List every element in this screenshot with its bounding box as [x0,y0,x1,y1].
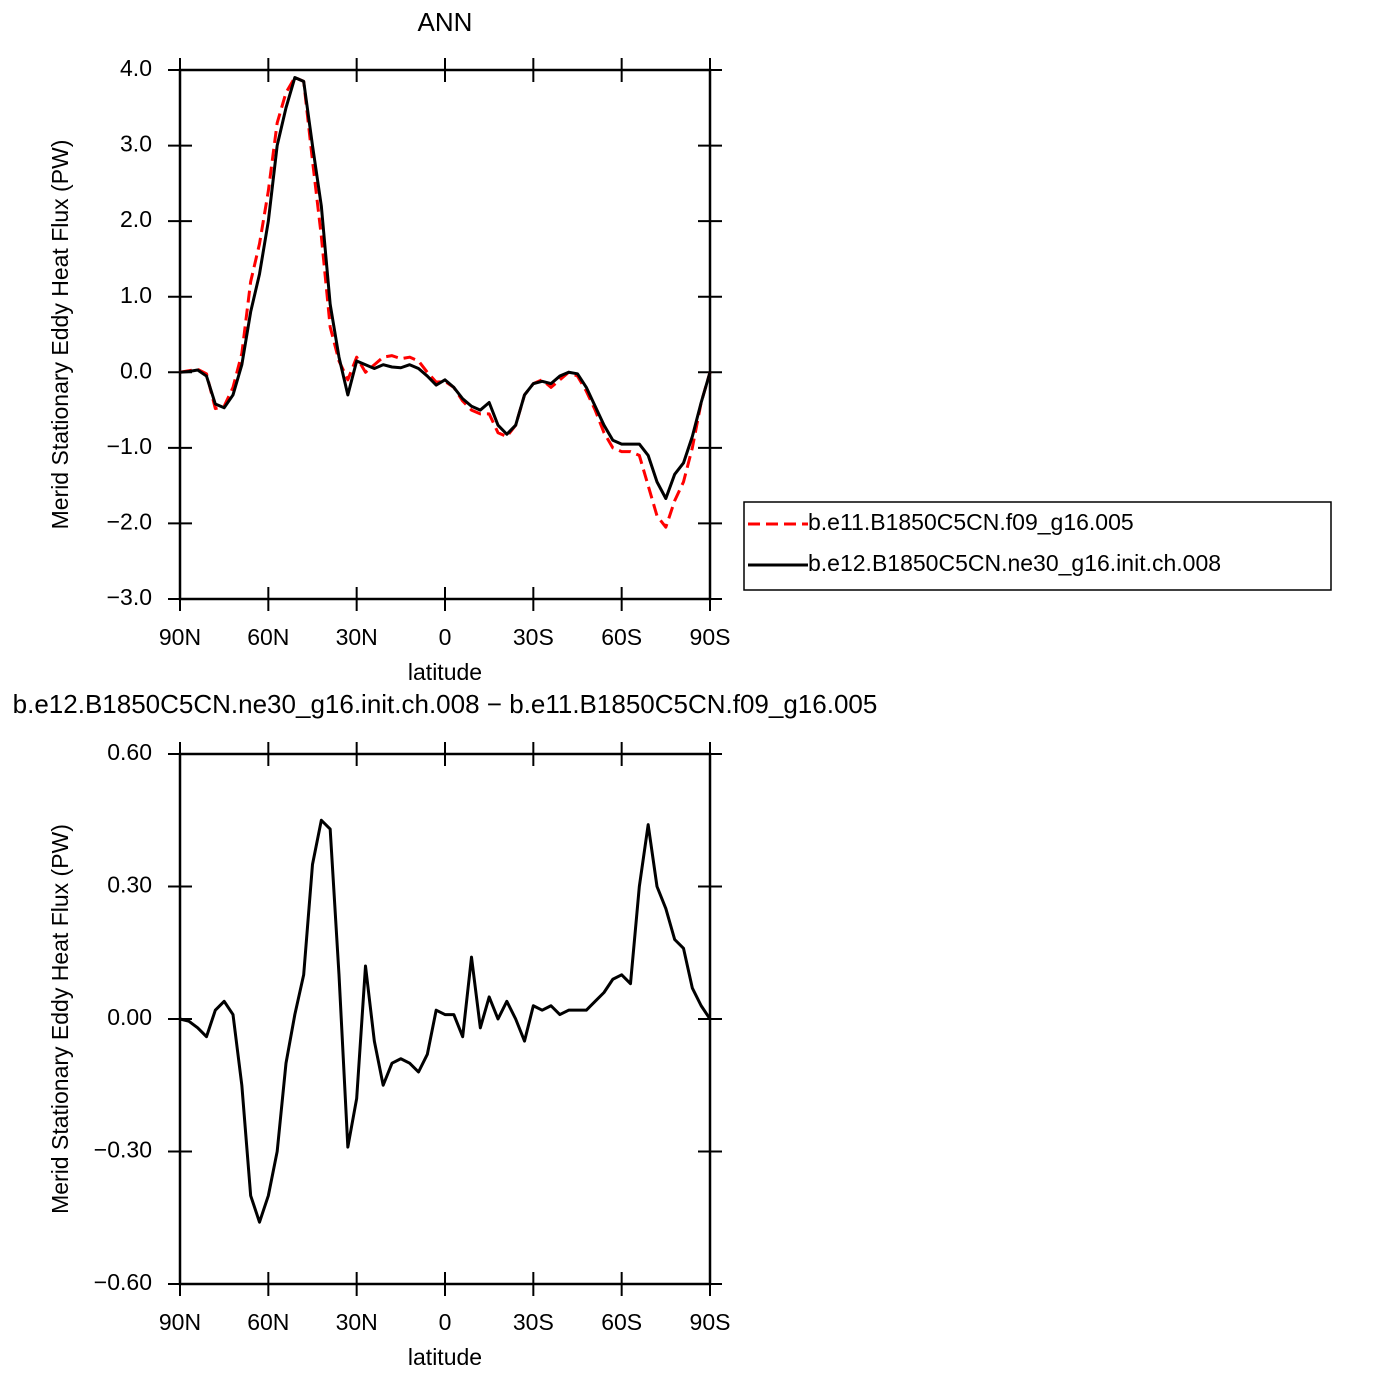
y-tick-label: 3.0 [120,131,152,157]
legend-box [743,501,1332,591]
data-line [179,76,712,529]
x-tick-label: 0 [439,1309,452,1335]
y-tick-label: 0.30 [107,872,152,898]
x-tick-label: 90N [159,1309,201,1335]
x-tick-label: 90N [159,624,201,650]
x-tick-label: 60S [601,1309,642,1335]
x-tick-label: 30S [513,624,554,650]
x-tick-label: 30N [336,1309,378,1335]
y-tick-label: −2.0 [107,509,152,535]
x-tick-label: 90S [690,624,731,650]
data-line [179,818,712,1224]
y-axis-label: Merid Stationary Eddy Heat Flux (PW) [47,824,73,1214]
x-tick-label: 90S [690,1309,731,1335]
x-axis-label: latitude [408,659,482,685]
chart-title: b.e12.B1850C5CN.ne30_g16.init.ch.008 − b… [13,689,878,719]
y-tick-label: 0.00 [107,1004,152,1030]
y-tick-label: −3.0 [107,584,152,610]
data-line [179,76,712,500]
x-tick-label: 60N [247,624,289,650]
y-tick-label: 2.0 [120,206,152,232]
y-tick-label: 1.0 [120,282,152,308]
y-tick-label: 4.0 [120,55,152,81]
plot-frame [178,68,712,601]
x-tick-label: 30N [336,624,378,650]
x-tick-label: 30S [513,1309,554,1335]
plot-frame [178,752,712,1286]
y-tick-label: −1.0 [107,433,152,459]
y-tick-label: −0.60 [94,1269,152,1295]
y-axis-label: Merid Stationary Eddy Heat Flux (PW) [47,140,73,530]
x-axis-label: latitude [408,1344,482,1370]
x-tick-label: 60S [601,624,642,650]
legend-label: b.e12.B1850C5CN.ne30_g16.init.ch.008 [808,550,1221,576]
y-tick-label: 0.0 [120,357,152,383]
chart-title: ANN [418,7,473,37]
legend-label: b.e11.B1850C5CN.f09_g16.005 [808,509,1134,535]
y-tick-label: 0.60 [107,739,152,765]
x-tick-label: 60N [247,1309,289,1335]
x-tick-label: 0 [439,624,452,650]
y-tick-label: −0.30 [94,1137,152,1163]
